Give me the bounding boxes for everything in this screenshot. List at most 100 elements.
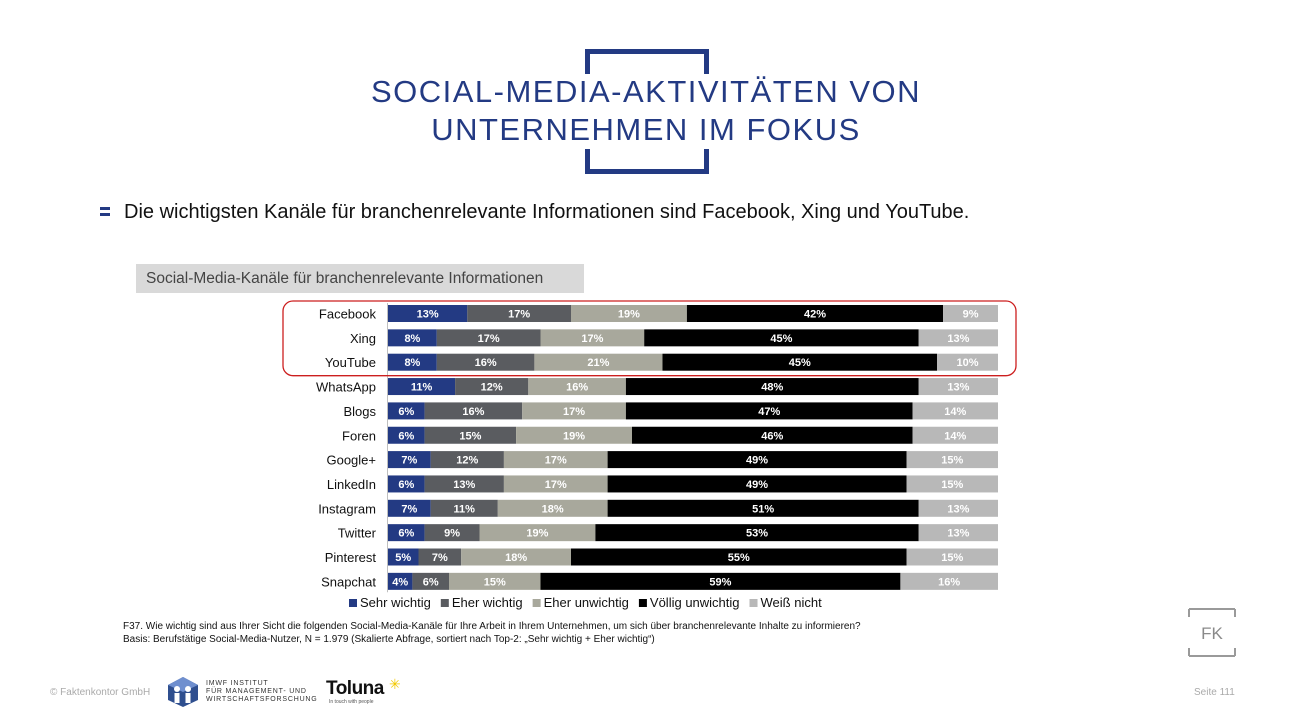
category-label: Pinterest (325, 550, 377, 565)
data-label: 53% (746, 528, 768, 540)
data-label: 5% (395, 552, 411, 564)
bar-segment (522, 402, 626, 420)
data-label: 13% (947, 333, 969, 345)
bar-segment (436, 353, 535, 371)
legend-label: Sehr wichtig (360, 595, 431, 610)
data-label: 7% (432, 552, 448, 564)
bar-segment (388, 402, 425, 420)
bar-segment (918, 524, 998, 542)
data-label: 19% (563, 430, 585, 442)
bar-segment (595, 524, 919, 542)
bar-segment (388, 353, 437, 371)
chart-label-box: Social-Media-Kanäle für branchenrelevant… (136, 264, 584, 293)
data-label: 6% (423, 576, 439, 588)
fk-logo: FK (1188, 608, 1236, 657)
bar-segment (388, 329, 437, 347)
data-label: 17% (563, 406, 585, 418)
svg-text:FK: FK (1201, 624, 1223, 643)
data-label: 12% (481, 382, 503, 394)
data-label: 13% (947, 528, 969, 540)
bar-segment (467, 305, 571, 322)
footnote-basis: Basis: Berufstätige Social-Media-Nutzer,… (123, 634, 655, 645)
data-label: 59% (709, 576, 731, 588)
bullet-icon (100, 206, 111, 217)
category-label: Google+ (326, 453, 376, 468)
data-label: 12% (456, 455, 478, 467)
data-label: 9% (444, 528, 460, 540)
bar-segment (607, 475, 907, 493)
bar-segment (644, 329, 919, 347)
data-label: 10% (956, 357, 978, 369)
bar-segment (918, 378, 998, 396)
bar-segment (625, 402, 913, 420)
bar-segment (430, 499, 498, 517)
category-label: LinkedIn (327, 477, 376, 492)
data-label: 13% (417, 309, 439, 321)
bar-segment (625, 378, 919, 396)
data-label: 13% (947, 382, 969, 394)
category-label: Facebook (319, 307, 377, 322)
bar-segment (388, 548, 419, 566)
data-label: 18% (542, 503, 564, 515)
bar-segment (430, 451, 504, 469)
data-label: 7% (401, 455, 417, 467)
data-label: 19% (618, 309, 640, 321)
data-label: 18% (505, 552, 527, 564)
category-label: WhatsApp (316, 380, 376, 395)
bar-segment (571, 305, 687, 322)
data-label: 13% (453, 479, 475, 491)
data-label: 6% (398, 430, 414, 442)
data-label: 8% (404, 333, 420, 345)
data-label: 55% (728, 552, 750, 564)
data-label: 49% (746, 455, 768, 467)
data-label: 49% (746, 479, 768, 491)
category-label: Foren (342, 428, 376, 443)
data-label: 48% (761, 382, 783, 394)
legend-swatch (440, 599, 449, 607)
legend-label: Weiß nicht (761, 595, 823, 610)
copyright: © Faktenkontor GmbH (50, 687, 151, 698)
category-label: Xing (350, 331, 376, 346)
bar-segment (943, 305, 998, 322)
data-label: 11% (411, 382, 433, 394)
data-label: 17% (545, 455, 567, 467)
category-label: Blogs (343, 404, 376, 419)
bar-segment (900, 572, 998, 590)
bar-segment (918, 499, 998, 517)
legend-label: Eher unwichtig (544, 595, 629, 610)
bar-segment (528, 378, 626, 396)
legend-label: Eher wichtig (452, 595, 523, 610)
data-label: 16% (462, 406, 484, 418)
bar-segment (388, 524, 425, 542)
data-label: 13% (947, 503, 969, 515)
bar-segment (424, 524, 480, 542)
data-label: 45% (770, 333, 792, 345)
bar-segment (912, 402, 998, 420)
bar-segment (388, 378, 456, 396)
data-label: 21% (587, 357, 609, 369)
bar-segment (918, 329, 998, 347)
legend-swatch (532, 599, 541, 607)
legend-swatch (638, 599, 647, 607)
category-label: Twitter (338, 526, 377, 541)
category-label: Instagram (318, 501, 376, 516)
data-label: 6% (398, 479, 414, 491)
data-label: 6% (398, 528, 414, 540)
bar-segment (540, 572, 901, 590)
bar-segment (455, 378, 529, 396)
bar-segment (418, 548, 462, 566)
data-label: 17% (478, 333, 500, 345)
bar-segment (479, 524, 596, 542)
data-label: 14% (944, 406, 966, 418)
data-label: 19% (526, 528, 548, 540)
bar-segment (449, 572, 541, 590)
legend-swatch (349, 599, 357, 607)
bar-segment (937, 353, 998, 371)
bar-segment (906, 475, 998, 493)
page-title-line1: SOCIAL-MEDIA-AKTIVITÄTEN VON (370, 74, 922, 109)
bar-segment (436, 329, 541, 347)
page-title-line2: UNTERNEHMEN IM FOKUS (431, 112, 861, 147)
bar-segment (388, 475, 425, 493)
headline: Die wichtigsten Kanäle für branchenrelev… (124, 201, 970, 223)
